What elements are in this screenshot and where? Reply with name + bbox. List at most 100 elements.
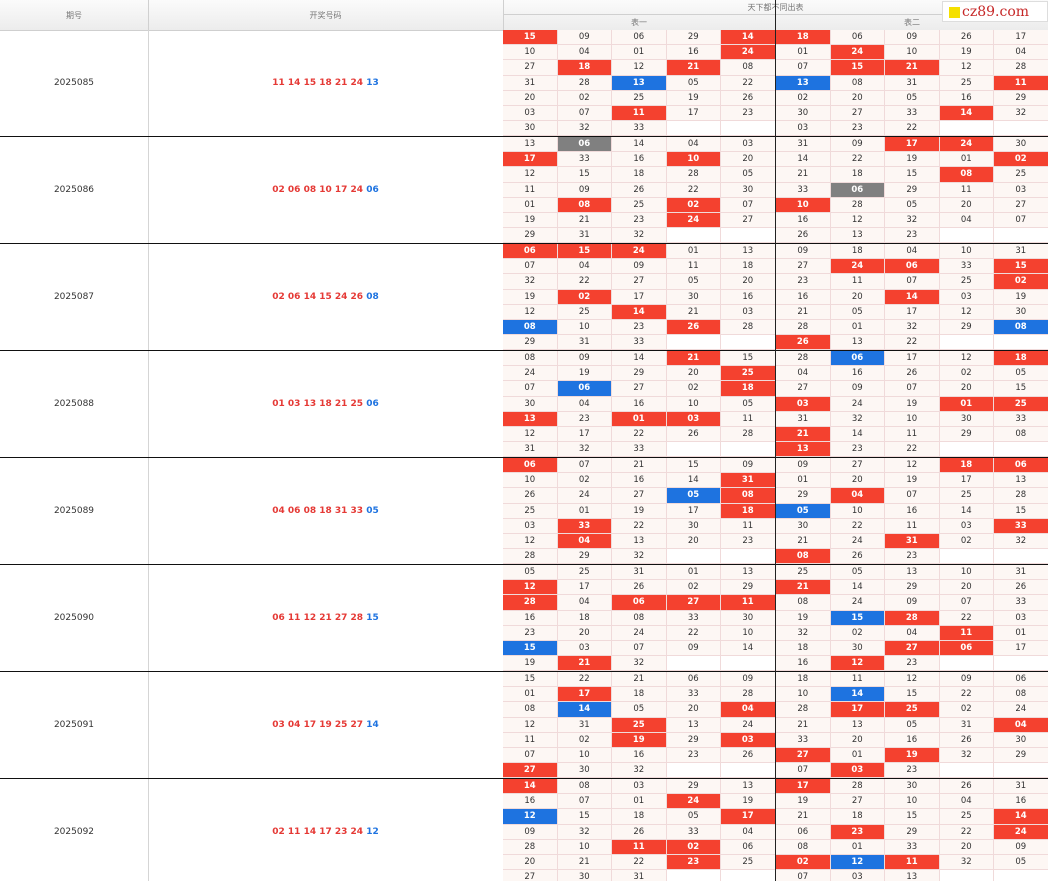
table2-cell: 30: [885, 779, 940, 795]
table2-cell: 25: [939, 75, 994, 91]
red-balls: 01 03 13 18 21 25: [272, 399, 364, 409]
table2-cell: 17: [885, 304, 940, 320]
table1-cell: 20: [503, 90, 558, 106]
table2-cell: 07: [885, 381, 940, 397]
table2-cell: 16: [776, 656, 831, 672]
table1-cell: 02: [666, 580, 721, 596]
table1-cell: 19: [666, 90, 721, 106]
table1-cell: [666, 656, 721, 672]
table2-cell: 33: [939, 259, 994, 275]
table1-cell: 02: [557, 473, 612, 489]
red-balls: 11 14 15 18 21 24: [272, 78, 364, 88]
table1-cell: 29: [503, 335, 558, 351]
table2-cell: 22: [830, 152, 885, 168]
table1-cell: 30: [721, 182, 776, 198]
table1-cell: 02: [557, 289, 612, 305]
table1-cell: 13: [721, 244, 776, 260]
red-balls: 02 11 14 17 23 24: [272, 827, 364, 837]
table2-cell: 04: [994, 45, 1048, 61]
table1-cell: 20: [557, 625, 612, 641]
table2-cell: 18: [776, 672, 831, 688]
table2-cell: 02: [939, 366, 994, 382]
table1-cell: 32: [557, 824, 612, 840]
table1-cell: 33: [666, 824, 721, 840]
table1-cell: 13: [666, 717, 721, 733]
table1-cell: 19: [503, 289, 558, 305]
table1-cell: 25: [721, 855, 776, 871]
table1-cell: 01: [503, 197, 558, 213]
table2-cell: 20: [939, 580, 994, 596]
table2-cell: 27: [885, 641, 940, 657]
red-balls: 06 11 12 21 27 28: [272, 613, 364, 623]
table1-cell: 10: [721, 625, 776, 641]
table2-cell: 01: [830, 748, 885, 764]
table1-cell: 09: [557, 182, 612, 198]
table2-cell: 02: [830, 625, 885, 641]
table1-cell: 30: [503, 121, 558, 137]
table2-cell: 22: [939, 687, 994, 703]
table2-cell: 06: [885, 259, 940, 275]
blue-ball: 13: [366, 78, 379, 88]
table1-cell: 10: [557, 839, 612, 855]
table2-cell: [994, 870, 1048, 881]
table1-cell: 33: [557, 152, 612, 168]
table2-cell: 17: [885, 137, 940, 153]
table1-cell: 14: [557, 702, 612, 718]
table1-cell: 26: [666, 320, 721, 336]
table2-cell: 30: [939, 411, 994, 427]
issue-number: 2025091: [0, 672, 149, 778]
table1-cell: 11: [503, 732, 558, 748]
table2-cell: 01: [830, 839, 885, 855]
table1-cell: 21: [557, 213, 612, 229]
table2-cell: 01: [939, 396, 994, 412]
table1-cell: 10: [557, 748, 612, 764]
table2-cell: [994, 121, 1048, 137]
blue-ball: 06: [366, 399, 379, 409]
table2-cell: [939, 442, 994, 458]
red-balls: 03 04 17 19 25 27: [272, 720, 364, 730]
table1-cell: 22: [666, 182, 721, 198]
table1-cell: 29: [721, 580, 776, 596]
table1-cell: 08: [557, 197, 612, 213]
blue-ball: 05: [366, 506, 379, 516]
table2-cell: 25: [994, 396, 1048, 412]
table2-cell: 23: [885, 656, 940, 672]
table1-cell: 06: [557, 137, 612, 153]
table1-cell: 22: [557, 274, 612, 290]
table2-cell: 08: [994, 427, 1048, 443]
table1-cell: 09: [721, 458, 776, 474]
cz89-logo[interactable]: cz89.com: [942, 1, 1048, 22]
table2-cell: 28: [776, 351, 831, 367]
table2-cell: 09: [885, 30, 940, 46]
table2-cell: 31: [994, 244, 1048, 260]
table1-cell: 30: [666, 518, 721, 534]
table1-cell: 18: [557, 610, 612, 626]
table-row: 2025086 02 06 08 10 17 24 06 13 06 14 04 03 17 3…: [0, 137, 1048, 244]
table2-cell: 15: [885, 809, 940, 825]
table1-cell: 31: [557, 717, 612, 733]
table1-cell: 12: [612, 60, 667, 76]
table2-cell: 19: [885, 473, 940, 489]
table1-cell: 19: [612, 732, 667, 748]
table2-cell: 23: [885, 549, 940, 565]
table1-cell: 22: [612, 427, 667, 443]
table1-cell: 19: [557, 366, 612, 382]
table1-cell: 03: [503, 106, 558, 122]
table2-cell: 26: [939, 732, 994, 748]
draw-numbers: 02 06 08 10 17 24 06: [148, 137, 504, 243]
table1-cell: 24: [503, 366, 558, 382]
table1-cell: 03: [612, 779, 667, 795]
table1-cell: 08: [612, 610, 667, 626]
table2-cell: [939, 549, 994, 565]
table2-cell: 11: [939, 625, 994, 641]
table2-cell: 17: [830, 702, 885, 718]
table2-cell: 24: [830, 595, 885, 611]
draw-numbers: 04 06 08 18 31 33 05: [148, 458, 504, 564]
table2-cell: 16: [776, 213, 831, 229]
table1-cell: [721, 870, 776, 881]
table2-cell: 14: [830, 687, 885, 703]
table1-cell: 21: [612, 458, 667, 474]
table2-cell: 12: [939, 304, 994, 320]
table2-cell: 32: [776, 625, 831, 641]
table1-cell: 28: [503, 595, 558, 611]
